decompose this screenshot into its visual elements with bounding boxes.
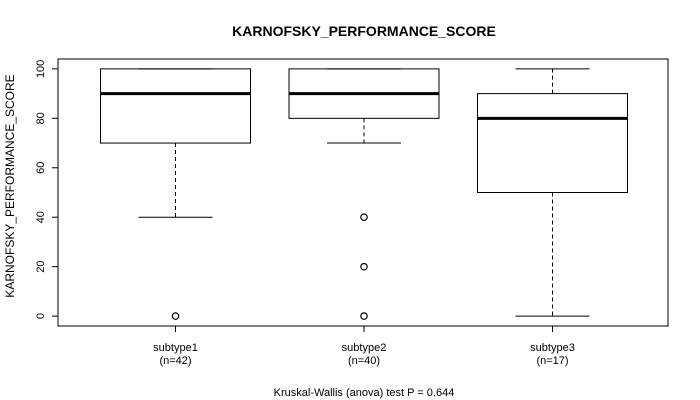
- chart-title: KARNOFSKY_PERFORMANCE_SCORE: [232, 23, 496, 39]
- y-tick-label-100: 100: [35, 60, 47, 78]
- test-footer: Kruskal-Wallis (anova) test P = 0.644: [274, 387, 455, 399]
- x-tick-label-subtype1: subtype1: [153, 342, 198, 354]
- x-count-label-subtype3: (n=17): [536, 355, 568, 367]
- y-tick-label-60: 60: [35, 162, 47, 174]
- y-axis: 0 20 40 60 80 100: [35, 60, 59, 319]
- iqr-box-subtype1: [100, 68, 251, 144]
- box-subtype1: [100, 68, 251, 320]
- y-tick-label-80: 80: [35, 112, 47, 124]
- y-tick-label-0: 0: [35, 313, 47, 319]
- x-axis-labels: subtype1(n=42) subtype2(n=40) subtype3(n=1…: [153, 326, 575, 367]
- x-count-label-subtype1: (n=42): [159, 355, 191, 367]
- iqr-box-subtype3: [477, 93, 628, 193]
- boxes-layer: [100, 68, 628, 320]
- y-tick-label-40: 40: [35, 211, 47, 223]
- box-subtype3: [477, 68, 628, 317]
- outlier-subtype2-0: [360, 213, 368, 222]
- x-count-label-subtype2: (n=40): [348, 355, 380, 367]
- outlier-subtype2-1: [360, 262, 368, 271]
- y-tick-label-20: 20: [35, 261, 47, 273]
- outlier-subtype2-2: [360, 312, 368, 320]
- x-tick-label-subtype3: subtype3: [530, 342, 575, 354]
- outlier-subtype1-0: [171, 312, 180, 320]
- y-axis-label: KARNOFSKY_PERFORMANCE_SCORE: [3, 74, 17, 297]
- x-tick-label-subtype2: subtype2: [342, 342, 387, 354]
- box-subtype2: [288, 68, 440, 320]
